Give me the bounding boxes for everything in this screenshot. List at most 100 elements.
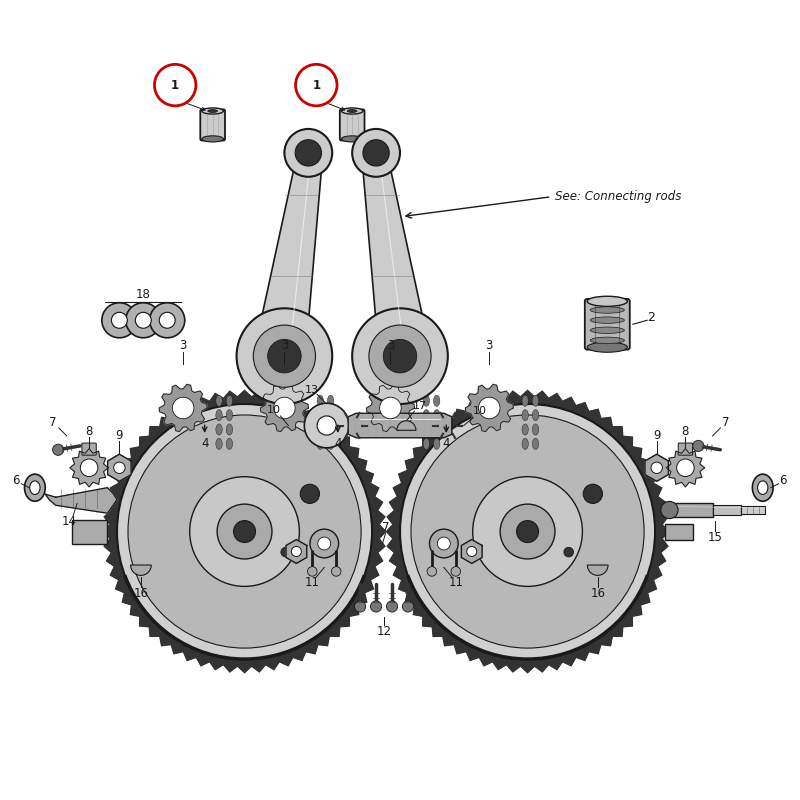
- Text: 18: 18: [136, 288, 150, 302]
- Text: 14: 14: [62, 515, 77, 529]
- Polygon shape: [666, 449, 705, 487]
- Circle shape: [500, 504, 555, 559]
- Text: 10: 10: [473, 406, 486, 416]
- Polygon shape: [466, 384, 514, 431]
- Wedge shape: [130, 565, 151, 575]
- Circle shape: [466, 546, 477, 557]
- Circle shape: [274, 398, 295, 418]
- Circle shape: [111, 312, 127, 328]
- Circle shape: [380, 398, 401, 418]
- Ellipse shape: [317, 424, 323, 435]
- Circle shape: [318, 537, 330, 550]
- Circle shape: [564, 547, 574, 557]
- Circle shape: [159, 312, 175, 328]
- Text: 3: 3: [486, 339, 493, 352]
- Polygon shape: [386, 390, 669, 673]
- Ellipse shape: [342, 108, 363, 114]
- Ellipse shape: [522, 438, 528, 450]
- Circle shape: [352, 308, 448, 404]
- Text: See: Connecting rods: See: Connecting rods: [555, 190, 682, 203]
- Ellipse shape: [590, 337, 624, 343]
- Circle shape: [583, 484, 602, 503]
- Ellipse shape: [226, 395, 233, 406]
- Polygon shape: [348, 414, 452, 438]
- Circle shape: [128, 415, 361, 648]
- Ellipse shape: [226, 438, 233, 450]
- Ellipse shape: [327, 410, 334, 421]
- FancyBboxPatch shape: [585, 299, 630, 350]
- Circle shape: [190, 477, 299, 586]
- Ellipse shape: [423, 395, 430, 406]
- Bar: [670, 503, 713, 517]
- Circle shape: [369, 325, 431, 387]
- Ellipse shape: [423, 438, 430, 450]
- Polygon shape: [286, 539, 306, 563]
- Circle shape: [80, 459, 98, 477]
- Circle shape: [693, 440, 704, 451]
- Text: 3: 3: [281, 339, 288, 352]
- Text: 6: 6: [12, 474, 19, 487]
- Bar: [742, 506, 765, 514]
- Circle shape: [304, 403, 349, 448]
- Circle shape: [237, 308, 332, 404]
- Polygon shape: [46, 488, 117, 514]
- Ellipse shape: [590, 317, 624, 323]
- Ellipse shape: [590, 307, 624, 314]
- Ellipse shape: [317, 395, 323, 406]
- Polygon shape: [645, 454, 669, 482]
- Text: 11: 11: [448, 576, 463, 589]
- Polygon shape: [261, 165, 322, 322]
- Circle shape: [427, 566, 437, 576]
- Ellipse shape: [327, 424, 334, 435]
- Ellipse shape: [226, 410, 233, 421]
- Circle shape: [114, 462, 125, 474]
- Circle shape: [677, 459, 694, 477]
- Ellipse shape: [327, 438, 334, 450]
- Ellipse shape: [216, 410, 222, 421]
- Ellipse shape: [758, 481, 768, 494]
- Ellipse shape: [434, 424, 440, 435]
- Ellipse shape: [216, 395, 222, 406]
- Circle shape: [411, 415, 644, 648]
- Circle shape: [300, 484, 319, 503]
- Text: 6: 6: [779, 474, 786, 487]
- Ellipse shape: [226, 424, 233, 435]
- Text: 8: 8: [86, 426, 93, 438]
- Circle shape: [402, 601, 414, 612]
- Ellipse shape: [208, 110, 218, 113]
- Polygon shape: [362, 165, 424, 322]
- Wedge shape: [587, 565, 608, 575]
- Text: 4: 4: [201, 437, 209, 450]
- Polygon shape: [261, 384, 308, 431]
- Ellipse shape: [347, 110, 357, 113]
- Text: 8: 8: [682, 426, 689, 438]
- Circle shape: [291, 546, 302, 557]
- Circle shape: [310, 529, 338, 558]
- Ellipse shape: [423, 410, 430, 421]
- Polygon shape: [70, 449, 108, 487]
- Bar: [665, 523, 693, 539]
- Circle shape: [386, 601, 398, 612]
- Circle shape: [331, 566, 341, 576]
- Ellipse shape: [434, 410, 440, 421]
- Circle shape: [383, 339, 417, 373]
- Circle shape: [451, 566, 461, 576]
- Ellipse shape: [587, 296, 627, 306]
- Ellipse shape: [216, 438, 222, 450]
- Ellipse shape: [216, 424, 222, 435]
- Polygon shape: [462, 539, 482, 563]
- Circle shape: [295, 140, 322, 166]
- Text: 1: 1: [312, 78, 320, 91]
- Ellipse shape: [423, 424, 430, 435]
- Polygon shape: [103, 390, 386, 673]
- Ellipse shape: [25, 474, 46, 502]
- Circle shape: [517, 521, 538, 542]
- Circle shape: [172, 398, 194, 418]
- Circle shape: [438, 537, 450, 550]
- Circle shape: [478, 398, 500, 418]
- Circle shape: [354, 601, 366, 612]
- Circle shape: [307, 566, 317, 576]
- Circle shape: [53, 444, 64, 455]
- Circle shape: [234, 521, 255, 542]
- Circle shape: [370, 601, 382, 612]
